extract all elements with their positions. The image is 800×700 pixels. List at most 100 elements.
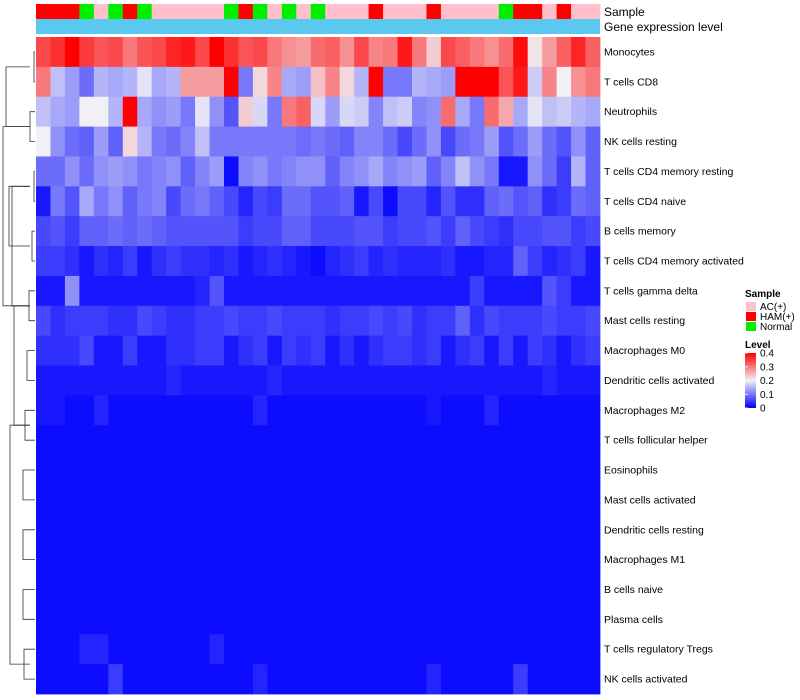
heatmap-cell [325,634,341,665]
heatmap-cell [383,395,398,426]
heatmap-cell [469,634,485,665]
heatmap-cell [137,156,153,187]
heatmap-cell [368,544,384,575]
heatmap-cell [296,634,312,665]
heatmap-cell [383,574,398,605]
heatmap-cell [412,37,427,68]
heatmap-cell [455,156,471,187]
heatmap-cell [426,425,442,456]
heatmap-cell [354,604,370,635]
heatmap-cell [267,574,283,605]
heatmap-cell [50,96,66,127]
heatmap-cell [368,246,384,277]
heatmap-cell [585,96,601,127]
heatmap-cell [571,544,586,575]
heatmap-cell [166,425,182,456]
heatmap-cell [195,604,210,635]
heatmap-cell [354,335,370,366]
heatmap-cell [209,305,225,337]
heatmap-cell [267,395,283,426]
heatmap-cell [79,514,95,546]
level-colorbar [745,353,756,408]
heatmap-cell [571,335,586,366]
heatmap-cell [440,126,456,157]
heatmap-cell [585,335,601,366]
heatmap-cell [571,66,586,98]
heatmap-cell [209,514,225,546]
heatmap-cell [281,574,297,605]
heatmap-cell [397,96,413,127]
heatmap-cell [79,455,95,486]
heatmap-cell [238,544,254,575]
heatmap-cell [151,514,167,546]
heatmap-cell [238,395,254,426]
heatmap-cell [209,455,225,486]
heatmap-cell [397,216,413,247]
heatmap-cell [455,246,471,277]
heatmap-cell [354,484,370,516]
heatmap-cell [585,395,601,426]
heatmap-cell [455,395,471,426]
row-label: Macrophages M2 [604,405,685,417]
heatmap-cell [325,96,341,127]
heatmap-cell [368,365,384,396]
heatmap-cell [484,425,500,456]
heatmap-cell [426,604,442,635]
heatmap-cell [166,604,182,635]
heatmap-cell [368,305,384,337]
heatmap-cell [469,66,485,98]
heatmap-cell [455,96,471,127]
heatmap-cell [36,305,51,337]
heatmap-cell [484,664,500,695]
heatmap-cell [267,126,283,157]
heatmap-cell [281,604,297,635]
heatmap-cell [252,186,268,217]
heatmap-cell [50,544,66,575]
heatmap-cell [209,604,225,635]
heatmap-cell [527,156,543,187]
heatmap-cell [252,126,268,157]
heatmap-cell [585,604,601,635]
heatmap-cell [195,664,210,695]
heatmap-cell [556,574,572,605]
heatmap-cell [455,484,471,516]
heatmap-cell [137,634,153,665]
heatmap-cell [339,484,355,516]
sample-annotation-cell [426,4,442,19]
heatmap-cell [281,156,297,187]
heatmap-cell [426,574,442,605]
heatmap-cell [325,664,341,695]
heatmap-cell [166,335,182,366]
heatmap-cell [281,246,297,277]
heatmap-cell [397,514,413,546]
heatmap-cell [513,246,529,277]
heatmap-cell [556,484,572,516]
heatmap-cell [440,66,456,98]
heatmap-cell [383,186,398,217]
heatmap-cell [368,216,384,247]
heatmap-cell [542,37,558,68]
heatmap-cell [527,126,543,157]
heatmap-cell [238,275,254,307]
heatmap-cell [36,514,51,546]
heatmap-cell [469,484,485,516]
heatmap-cell [151,604,167,635]
level-legend-title: Level [745,340,771,351]
heatmap-cell [325,395,341,426]
heatmap-cell [542,126,558,157]
heatmap-cell [354,186,370,217]
heatmap-cell [296,186,312,217]
heatmap-cell [484,365,500,396]
heatmap-cell [484,395,500,426]
heatmap-cell [252,455,268,486]
sample-annotation-cell [339,4,355,19]
heatmap-cell [469,335,485,366]
heatmap-cell [542,455,558,486]
heatmap-cell [556,455,572,486]
heatmap-cell [469,156,485,187]
heatmap-cell [64,574,80,605]
heatmap-cell [137,96,153,127]
heatmap-cell [137,66,153,98]
heatmap-cell [585,216,601,247]
heatmap-cell [151,96,167,127]
